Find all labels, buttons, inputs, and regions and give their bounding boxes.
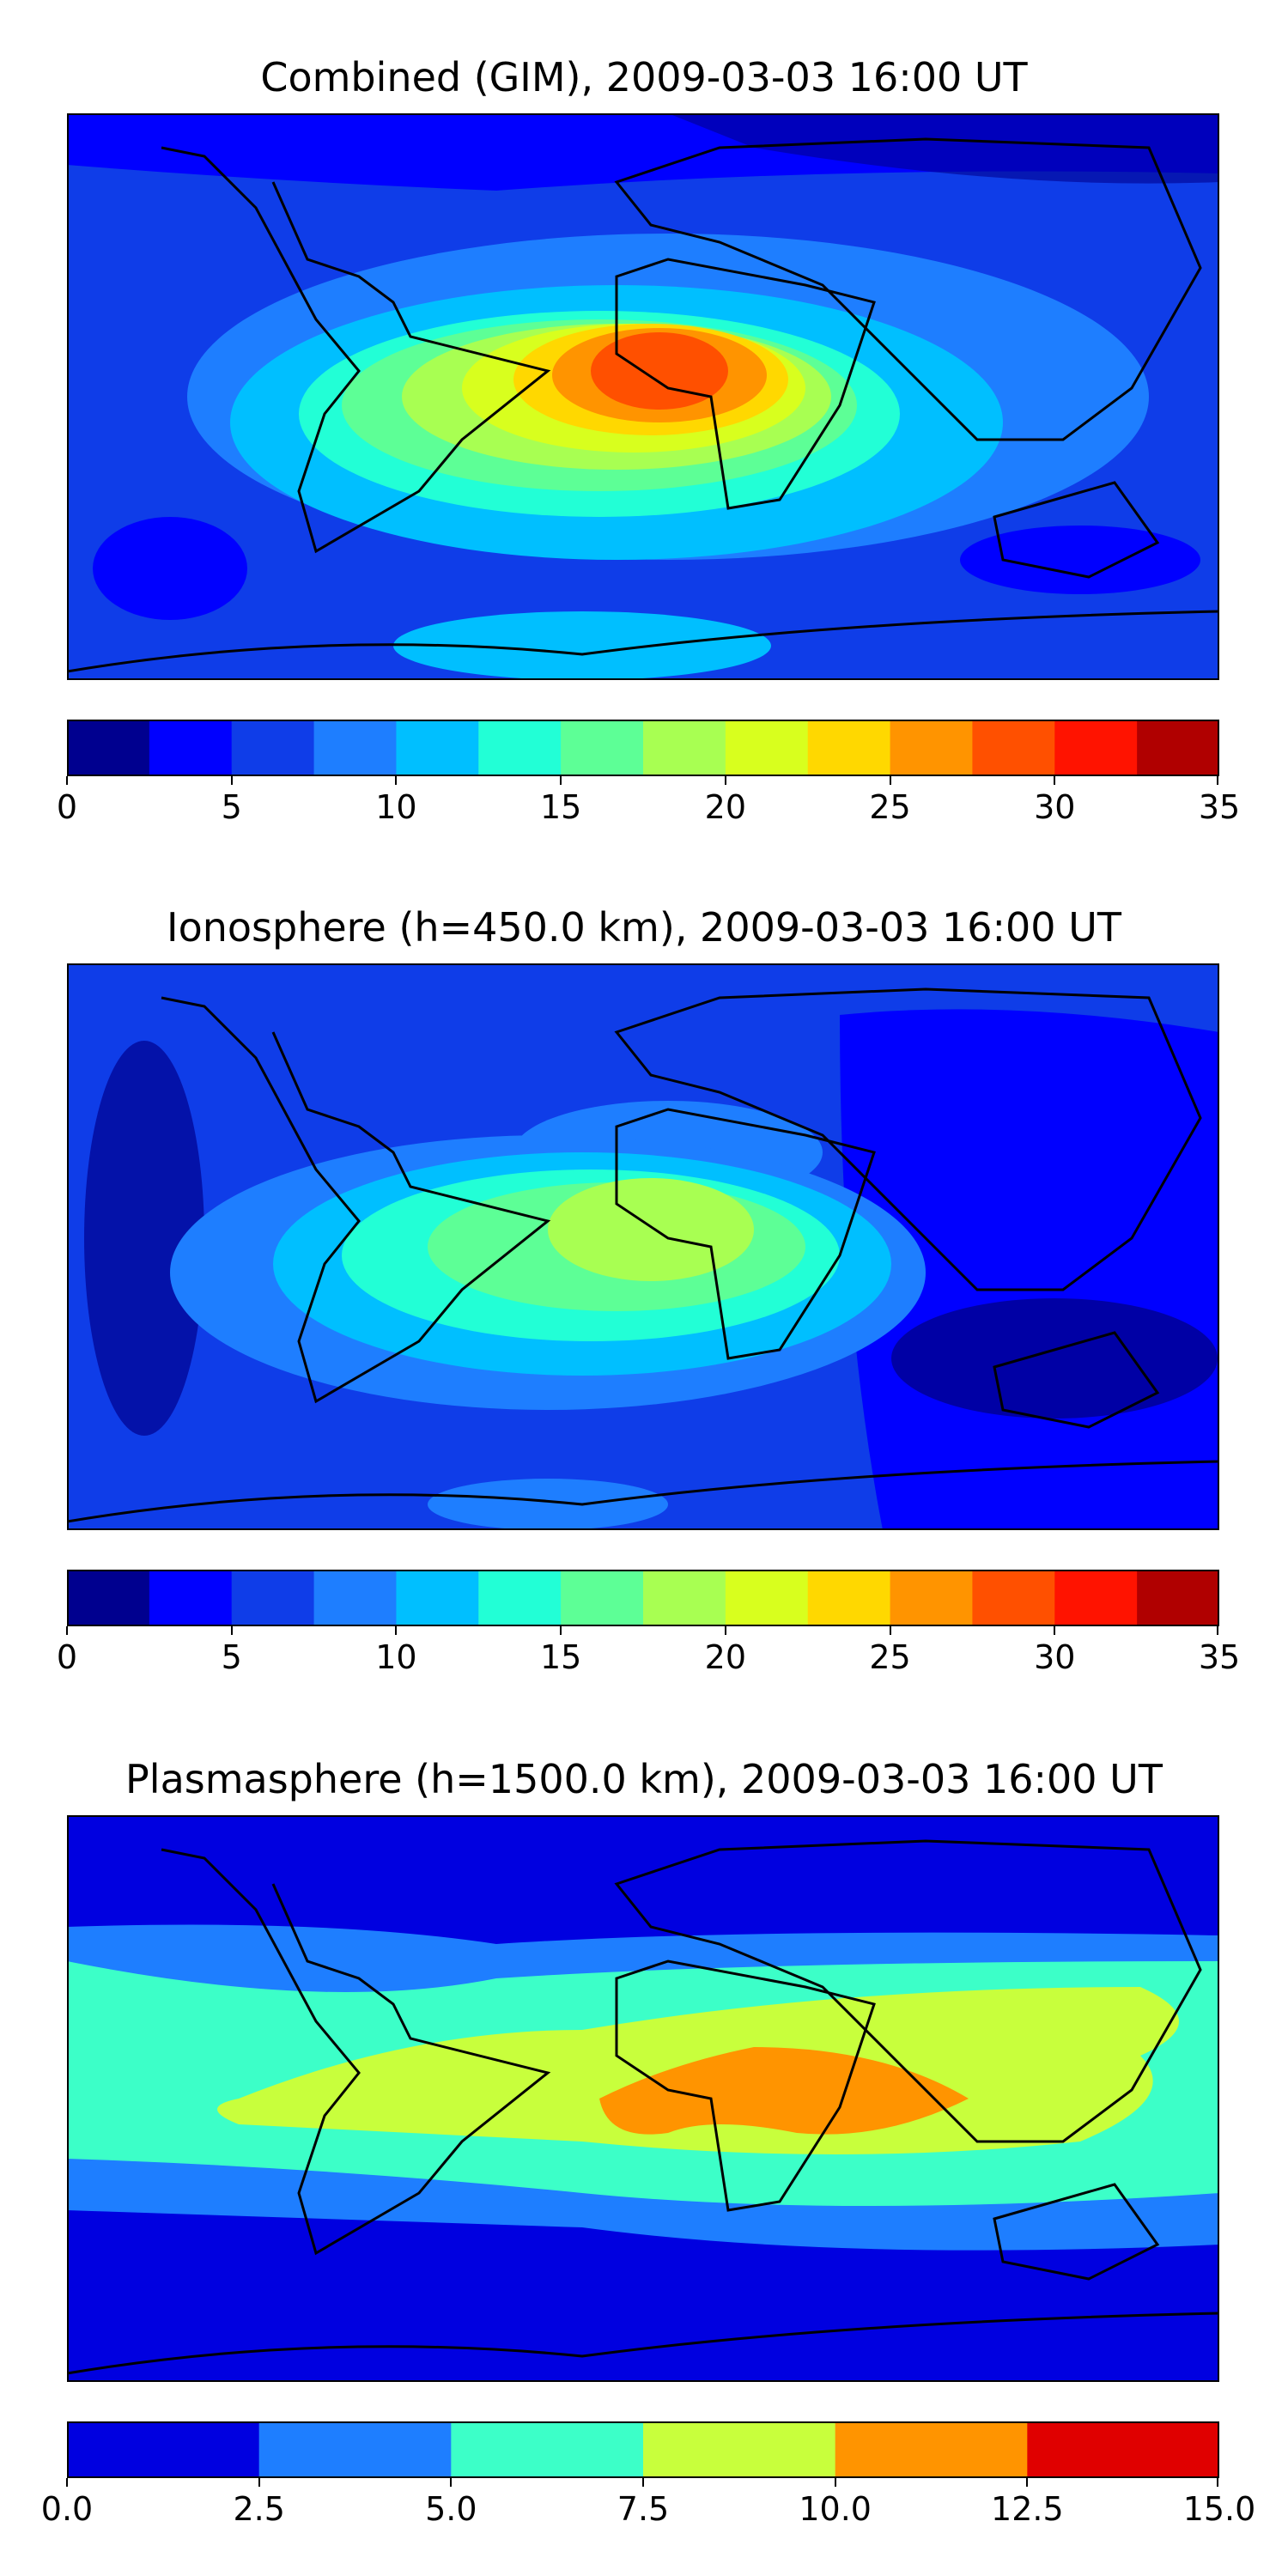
colorbar-tick-label: 2.5	[233, 2490, 285, 2528]
panel-2-colorbar	[67, 1570, 1219, 1626]
colorbar-border	[67, 720, 1219, 776]
colorbar-tick-mark	[834, 2478, 836, 2487]
colorbar-segment	[1054, 1570, 1138, 1626]
panel-3-map	[67, 1815, 1219, 2382]
coastlines	[67, 137, 1219, 673]
colorbar-segment	[643, 2421, 836, 2478]
colorbar-segment	[725, 720, 809, 776]
colorbar-tick-label: 0.0	[40, 2490, 94, 2528]
panel-2-title: Ionosphere (h=450.0 km), 2009-03-03 16:0…	[167, 904, 1121, 951]
colorbar-tick-mark	[395, 1626, 398, 1635]
colorbar-tick-mark	[889, 776, 891, 785]
colorbar-tick-label: 5.0	[425, 2490, 477, 2528]
colorbar-tick-mark	[1054, 776, 1056, 785]
colorbar-tick-mark	[66, 1626, 68, 1635]
colorbar-tick-label: 25	[869, 1638, 911, 1676]
colorbar-tick-mark	[230, 1626, 233, 1635]
colorbar-tick-label: 15.0	[1182, 2490, 1256, 2528]
colorbar-tick-label: 12.5	[991, 2490, 1064, 2528]
colorbar-segment	[231, 1570, 315, 1626]
colorbar-border	[67, 1570, 1219, 1626]
colorbar-tick-mark	[560, 776, 562, 785]
colorbar-tick-label: 0	[56, 788, 78, 826]
colorbar-segment	[561, 720, 644, 776]
panel-3-title: Plasmasphere (h=1500.0 km), 2009-03-03 1…	[125, 1756, 1163, 1802]
colorbar-tick-label: 5	[221, 1638, 242, 1676]
colorbar-tick-label: 30	[1034, 788, 1076, 826]
colorbar-segment	[67, 720, 150, 776]
colorbar-tick-label: 20	[704, 1638, 747, 1676]
colorbar-tick-mark	[395, 776, 398, 785]
colorbar-segment	[1054, 720, 1138, 776]
colorbar-segment	[643, 720, 726, 776]
colorbar-tick-mark	[889, 1626, 891, 1635]
colorbar-segment	[451, 2421, 644, 2478]
colorbar-tick-mark	[1217, 2478, 1218, 2487]
colorbar-segment	[396, 1570, 479, 1626]
colorbar-tick-mark	[724, 1626, 726, 1635]
colorbar-segment	[807, 1570, 891, 1626]
colorbar-tick-mark	[258, 2478, 260, 2487]
colorbar-segment	[1137, 720, 1219, 776]
colorbar-segment	[149, 1570, 233, 1626]
colorbar-segment	[149, 720, 233, 776]
colorbar-segment	[890, 1570, 973, 1626]
colorbar-tick-mark	[724, 776, 726, 785]
colorbar-tick-mark	[230, 776, 233, 785]
coastlines	[67, 1839, 1219, 2375]
colorbar-tick-label: 30	[1034, 1638, 1076, 1676]
colorbar-segment	[258, 2421, 452, 2478]
panel-1-map	[67, 113, 1219, 680]
colorbar-segment	[478, 1570, 562, 1626]
colorbar-tick-label: 10	[375, 788, 417, 826]
colorbar-segment	[478, 720, 562, 776]
colorbar-tick-label: 35	[1198, 788, 1241, 826]
colorbar-tick-mark	[66, 776, 68, 785]
colorbar-tick-mark	[1026, 2478, 1029, 2487]
colorbar-tick-mark	[450, 2478, 453, 2487]
colorbar-segment	[807, 720, 891, 776]
colorbar-segment	[231, 720, 315, 776]
colorbar-tick-label: 35	[1198, 1638, 1241, 1676]
panel-2-map	[67, 963, 1219, 1530]
colorbar-segment	[1027, 2421, 1219, 2478]
colorbar-tick-mark	[642, 2478, 644, 2487]
colorbar-segment	[1137, 1570, 1219, 1626]
panel-1-colorbar	[67, 720, 1219, 776]
colorbar-tick-mark	[66, 2478, 68, 2487]
colorbar-tick-label: 15	[539, 1638, 582, 1676]
colorbar-segment	[835, 2421, 1028, 2478]
colorbar-segment	[313, 1570, 397, 1626]
panel-3-colorbar	[67, 2421, 1219, 2478]
colorbar-tick-mark	[1054, 1626, 1056, 1635]
colorbar-tick-mark	[1217, 1626, 1218, 1635]
colorbar-segment	[313, 720, 397, 776]
colorbar-tick-label: 0	[56, 1638, 78, 1676]
colorbar-tick-mark	[560, 1626, 562, 1635]
colorbar-segment	[972, 1570, 1055, 1626]
colorbar-tick-mark	[1217, 776, 1218, 785]
colorbar-tick-label: 7.5	[617, 2490, 670, 2528]
colorbar-border	[67, 2421, 1219, 2478]
colorbar-segment	[725, 1570, 809, 1626]
coastlines	[67, 987, 1219, 1523]
colorbar-segment	[67, 1570, 150, 1626]
colorbar-tick-label: 10	[375, 1638, 417, 1676]
colorbar-segment	[396, 720, 479, 776]
colorbar-segment	[643, 1570, 726, 1626]
colorbar-segment	[561, 1570, 644, 1626]
colorbar-segment	[890, 720, 973, 776]
colorbar-tick-label: 25	[869, 788, 911, 826]
colorbar-segment	[67, 2421, 260, 2478]
colorbar-tick-label: 20	[704, 788, 747, 826]
colorbar-segment	[972, 720, 1055, 776]
colorbar-tick-label: 10.0	[799, 2490, 872, 2528]
colorbar-tick-label: 5	[221, 788, 242, 826]
colorbar-tick-label: 15	[539, 788, 582, 826]
panel-1-title: Combined (GIM), 2009-03-03 16:00 UT	[260, 54, 1028, 100]
